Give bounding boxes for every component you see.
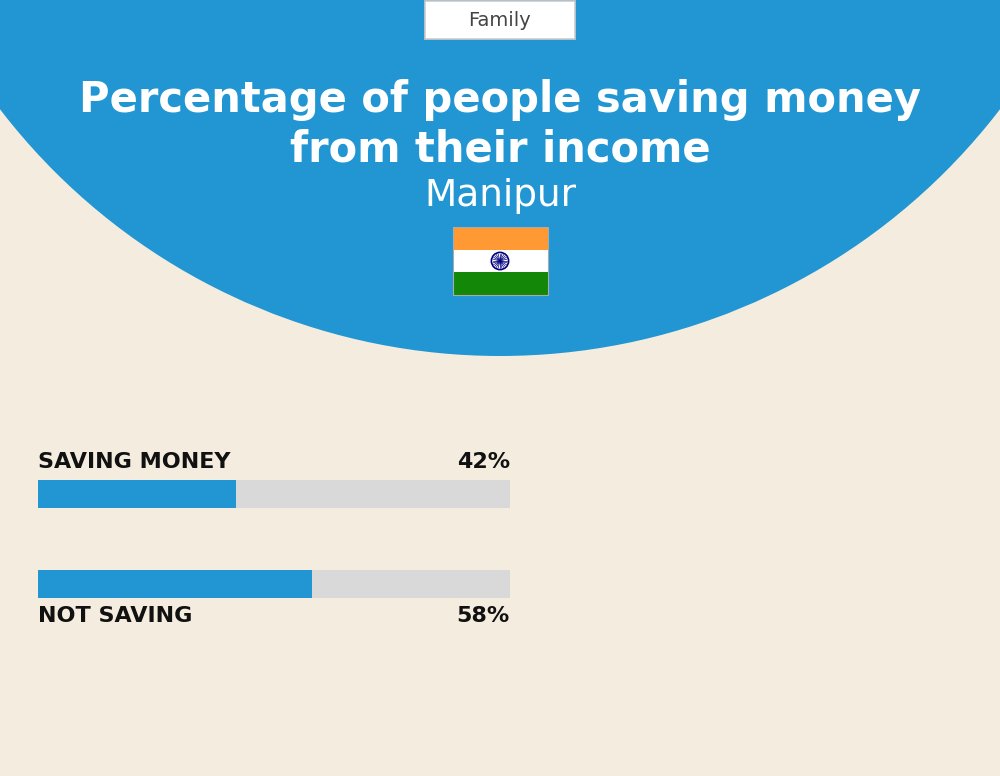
Text: Family: Family xyxy=(469,11,531,29)
Text: 58%: 58% xyxy=(457,606,510,626)
Text: Manipur: Manipur xyxy=(424,178,576,214)
Bar xyxy=(452,227,548,250)
Bar xyxy=(38,480,510,508)
Bar xyxy=(38,480,236,508)
Bar xyxy=(452,250,548,272)
Text: SAVING MONEY: SAVING MONEY xyxy=(38,452,230,472)
Bar xyxy=(38,570,312,598)
Text: from their income: from their income xyxy=(290,129,710,171)
Text: Percentage of people saving money: Percentage of people saving money xyxy=(79,79,921,121)
Bar xyxy=(38,570,510,598)
FancyBboxPatch shape xyxy=(425,1,575,39)
Text: 42%: 42% xyxy=(457,452,510,472)
Bar xyxy=(452,227,548,295)
Circle shape xyxy=(0,0,1000,356)
Bar xyxy=(452,272,548,295)
Text: NOT SAVING: NOT SAVING xyxy=(38,606,192,626)
